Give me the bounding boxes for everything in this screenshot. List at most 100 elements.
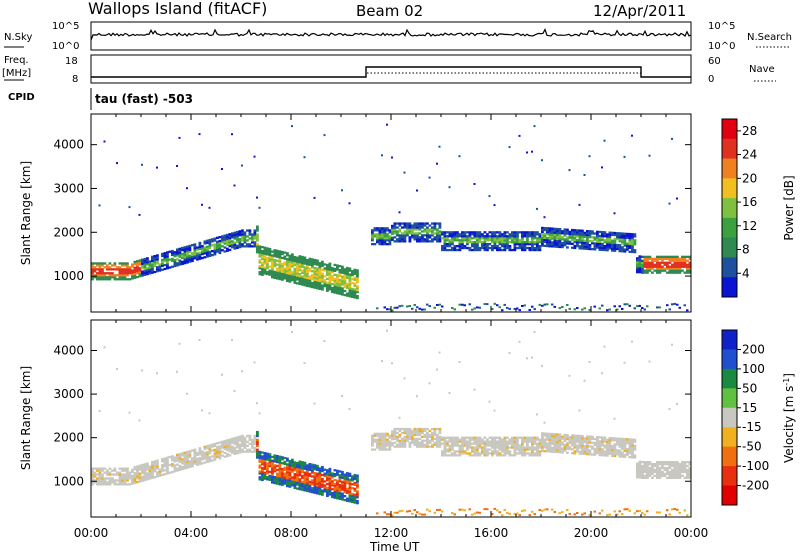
velocity-cell [461, 452, 464, 455]
velocity-cell [193, 448, 197, 451]
velocity-cell [268, 478, 272, 481]
power-cell [563, 242, 567, 245]
velocity-cell [521, 452, 524, 455]
velocity-cell [536, 446, 539, 449]
power-cell [306, 284, 309, 287]
velocity-cell [641, 468, 644, 472]
power-cell [523, 235, 527, 238]
velocity-cell [551, 446, 554, 449]
power-cell [271, 266, 274, 269]
freq-frame [90, 54, 692, 84]
velocity-cell [438, 429, 442, 433]
power-cell [421, 224, 424, 227]
power-cell [161, 254, 164, 258]
power-cell [283, 277, 287, 280]
power-cell [541, 159, 543, 162]
power-cell [153, 260, 157, 264]
power-cell [518, 245, 522, 248]
power-cell [396, 222, 399, 225]
nave-label: Nave [749, 64, 775, 75]
power-cell [301, 261, 304, 265]
power-cell [641, 307, 644, 309]
power-cell [628, 244, 632, 248]
velocity-cell [296, 473, 299, 476]
power-cell [648, 263, 652, 266]
power-cell [611, 239, 614, 242]
power-cell [273, 259, 277, 262]
plot-title: Wallops Island (fitACF) [88, 0, 267, 18]
velocity-cell [308, 482, 312, 485]
power-cell [96, 278, 99, 281]
power-cell [638, 259, 642, 262]
velocity-cell [158, 472, 162, 475]
velocity-cell [146, 468, 149, 471]
power-cell [676, 259, 679, 262]
power-cell [426, 240, 429, 243]
power-cell [426, 238, 429, 241]
velocity-cell [443, 450, 447, 453]
velocity-cell [268, 457, 272, 460]
velocity-cell [288, 475, 292, 478]
power-cell [678, 306, 681, 309]
velocity-colorbar-swatches [722, 330, 737, 506]
velocity-cell [263, 463, 267, 466]
power-cell [253, 229, 257, 232]
power-cell [266, 272, 269, 276]
velocity-cell [146, 466, 149, 469]
power-cell [573, 233, 577, 236]
velocity-cell [443, 454, 447, 457]
velocity-cell [278, 465, 282, 468]
power-cell [558, 239, 562, 243]
power-cell [233, 231, 237, 234]
velocity-cell [513, 444, 517, 447]
velocity-cell [393, 445, 397, 448]
velocity-cell [431, 435, 434, 438]
power-cell [211, 240, 214, 243]
velocity-cell [658, 461, 662, 464]
power-cell [241, 245, 244, 248]
power-cell [348, 279, 352, 282]
power-cell [681, 269, 684, 272]
power-cell [163, 256, 167, 259]
power-cell [566, 240, 569, 243]
power-cell [151, 261, 154, 264]
power-frame [90, 113, 692, 313]
velocity-cell [408, 431, 412, 435]
velocity-cell [191, 457, 194, 460]
power-cell [313, 262, 317, 266]
power-cell [458, 235, 462, 238]
power-cell [583, 247, 587, 250]
velocity-cell [258, 454, 262, 457]
velocity-frame [90, 319, 692, 518]
velocity-cell [116, 367, 118, 370]
power-cell [306, 280, 309, 283]
power-cell [653, 269, 657, 272]
power-cell [216, 246, 219, 249]
y-tick-label: 2000 [53, 431, 84, 445]
velocity-cell [291, 480, 294, 483]
power-cell [351, 270, 354, 273]
power-cell [608, 247, 612, 250]
power-cell [536, 243, 539, 246]
velocity-cell [403, 427, 407, 431]
power-cell [311, 264, 314, 267]
power-cell [336, 278, 339, 281]
velocity-cell [546, 448, 549, 451]
velocity-cell [246, 444, 249, 447]
velocity-cell [338, 495, 342, 499]
velocity-cell [101, 483, 104, 486]
velocity-cell [273, 481, 277, 485]
power-cell [431, 226, 434, 229]
velocity-cell [281, 473, 284, 477]
velocity-cell [588, 361, 591, 363]
velocity-cell [273, 476, 277, 479]
velocity-cell [543, 442, 547, 445]
velocity-cell [166, 456, 169, 459]
power-cell [356, 287, 359, 290]
power-cell [601, 238, 604, 242]
velocity-cell [563, 443, 567, 446]
velocity-cell [341, 472, 344, 476]
velocity-colorbar-swatch [722, 427, 737, 448]
velocity-cell [353, 487, 357, 490]
velocity-cell [208, 450, 212, 453]
